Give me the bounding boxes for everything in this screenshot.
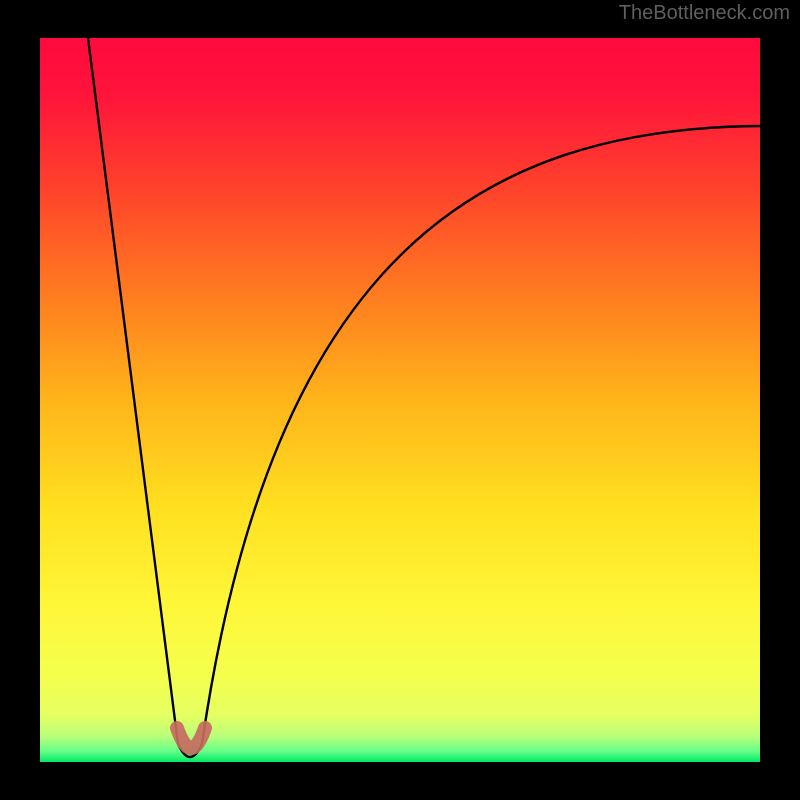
stage: TheBottleneck.com: [0, 0, 800, 800]
watermark-text: TheBottleneck.com: [619, 2, 790, 25]
plot-background: [40, 38, 760, 762]
chart-canvas: [0, 0, 800, 800]
